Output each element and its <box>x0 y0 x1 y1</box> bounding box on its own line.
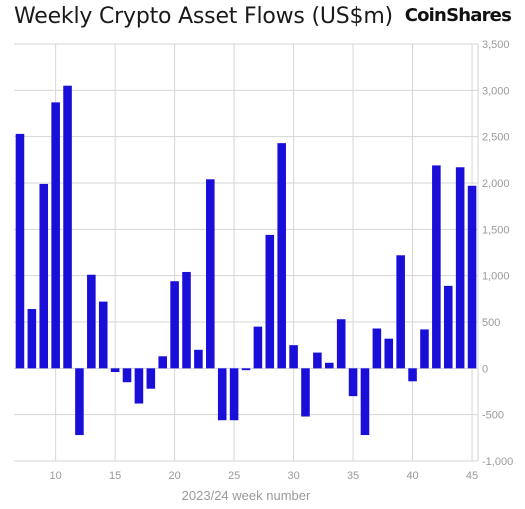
y-tick-labels: -1,000 -500 0 500 1,000 1,500 2,000 2,500 3,000 3… <box>482 39 513 468</box>
bar-week-44 <box>455 167 465 369</box>
x-tick-label: 15 <box>109 470 121 482</box>
y-tick-label: -1,000 <box>482 456 513 468</box>
x-tick-label: 45 <box>466 470 478 482</box>
bar-week-8 <box>27 309 37 369</box>
bar-week-24 <box>217 368 227 421</box>
y-tick-label: 500 <box>482 317 500 329</box>
bar-week-36 <box>360 368 370 436</box>
bar-week-18 <box>146 368 156 389</box>
bar-week-29 <box>277 143 286 369</box>
bar-week-25 <box>229 368 239 421</box>
y-tick-label: -500 <box>482 410 504 422</box>
bar-week-11 <box>63 85 72 369</box>
bar-week-33 <box>325 362 334 369</box>
y-tick-label: 1,000 <box>482 271 510 283</box>
bar-week-28 <box>265 234 275 369</box>
bar-week-14 <box>98 301 108 369</box>
y-tick-label: 1,500 <box>482 224 510 236</box>
bar-week-37 <box>372 328 382 369</box>
bar-week-7 <box>15 133 25 369</box>
x-tick-label: 10 <box>50 470 62 482</box>
bar-week-21 <box>182 271 191 369</box>
brand-logo: CoinShares <box>404 5 512 26</box>
bar-week-9 <box>39 183 49 369</box>
x-tick-label: 25 <box>228 470 240 482</box>
x-tick-label: 20 <box>168 470 180 482</box>
bar-layer <box>15 85 477 436</box>
y-tick-label: 0 <box>482 363 488 375</box>
bar-week-30 <box>289 345 298 369</box>
bar-week-12 <box>75 368 84 436</box>
bar-week-26 <box>241 368 251 371</box>
x-tick-labels: 10 15 20 25 30 35 40 45 <box>50 470 479 482</box>
bar-week-22 <box>194 349 203 369</box>
bar-week-32 <box>313 352 322 369</box>
x-tick-label: 40 <box>406 470 418 482</box>
bar-week-13 <box>87 274 96 369</box>
y-tick-label: 3,500 <box>482 39 510 51</box>
bar-week-41 <box>420 329 429 369</box>
chart-title: Weekly Crypto Asset Flows (US$m) <box>14 4 393 29</box>
bar-week-20 <box>170 281 179 369</box>
bar-week-40 <box>408 368 417 382</box>
bar-week-39 <box>396 255 405 369</box>
bar-week-10 <box>51 102 60 369</box>
bar-week-45 <box>467 185 477 369</box>
bar-week-27 <box>253 326 263 369</box>
x-axis-title: 2023/24 week number <box>182 488 311 503</box>
bar-week-16 <box>122 368 132 383</box>
bar-week-23 <box>206 179 215 369</box>
bar-week-31 <box>301 368 310 417</box>
x-tick-label: 30 <box>287 470 299 482</box>
bar-week-43 <box>443 285 453 369</box>
x-tick-label: 35 <box>347 470 359 482</box>
bar-week-42 <box>432 165 441 369</box>
y-tick-label: 2,500 <box>482 132 510 144</box>
bar-week-34 <box>336 319 346 369</box>
grid-layer <box>14 43 479 462</box>
y-tick-label: 3,000 <box>482 85 510 97</box>
bar-week-19 <box>158 356 167 369</box>
bar-week-38 <box>384 338 394 369</box>
bar-week-35 <box>348 368 358 397</box>
bar-week-15 <box>110 368 120 373</box>
bar-week-17 <box>134 368 144 404</box>
y-tick-label: 2,000 <box>482 178 510 190</box>
